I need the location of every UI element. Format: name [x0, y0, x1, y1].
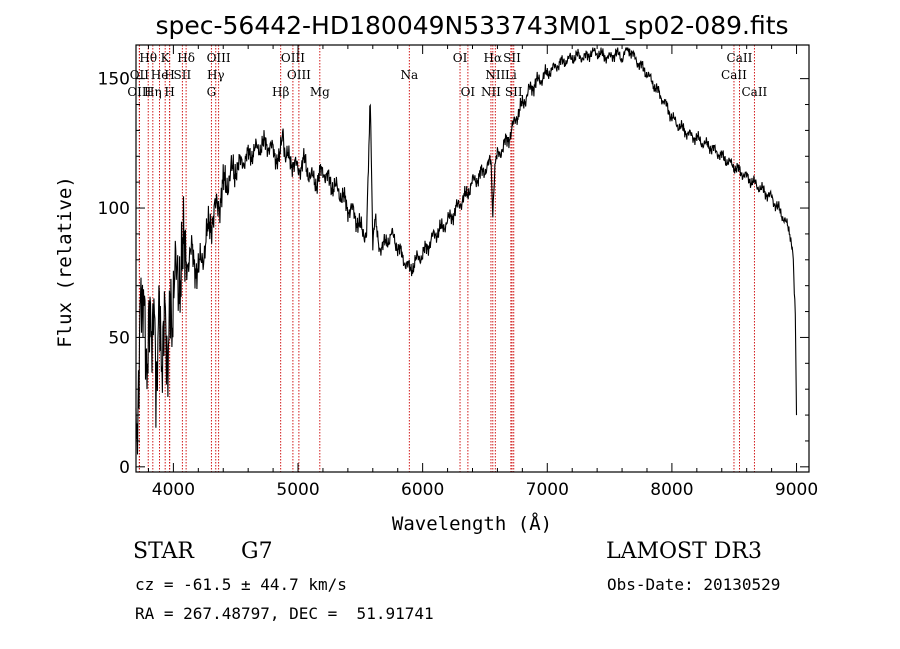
- spectral-line-label: Hα: [484, 51, 503, 65]
- spectral-line-label: CaII: [721, 68, 747, 82]
- spectral-line-label: CaII: [741, 85, 767, 99]
- spectral-line-label: SII: [174, 68, 192, 82]
- spectral-line-label: Hθ: [139, 51, 157, 65]
- y-axis-label: Flux (relative): [54, 176, 76, 348]
- object-class: STAR: [133, 539, 194, 564]
- y-tick-label: 0: [119, 458, 130, 478]
- object-subclass: G7: [241, 539, 273, 564]
- spectral-line-label: OIII: [127, 85, 151, 99]
- spectral-line-label: OIII: [281, 51, 305, 65]
- x-tick-label: 4000: [152, 480, 195, 500]
- y-axis-ticks: 0 50 100 150: [98, 70, 809, 478]
- spectral-line-label: G: [207, 85, 217, 99]
- spectral-line-label: H: [164, 68, 174, 82]
- spectral-line-label: Hδ: [177, 51, 195, 65]
- spectral-line-label: Hγ: [207, 68, 225, 82]
- chart-title: spec-56442-HD180049N533743M01_sp02-089.f…: [155, 11, 788, 40]
- spectral-line-label: OI: [461, 85, 476, 99]
- spectral-line-label: OII: [130, 68, 150, 82]
- spectral-line-markers: [138, 45, 755, 472]
- spectral-line-label: OIII: [287, 68, 311, 82]
- spectral-line-label: SII: [503, 51, 521, 65]
- y-tick-label: 100: [98, 199, 130, 219]
- spectral-line-label: NII: [485, 68, 505, 82]
- x-tick-label: 7000: [526, 480, 569, 500]
- spectral-line-label: Hβ: [272, 85, 289, 99]
- x-tick-label: 8000: [650, 480, 693, 500]
- x-tick-label: 6000: [401, 480, 444, 500]
- spectral-line-label: He: [151, 68, 169, 82]
- survey-name: LAMOST DR3: [606, 539, 762, 564]
- spectral-line-label: OI: [453, 51, 468, 65]
- spectral-line-label: H: [164, 85, 174, 99]
- y-tick-label: 50: [108, 328, 130, 348]
- redshift-velocity: cz = -61.5 ± 44.7 km/s: [135, 575, 347, 594]
- x-axis-label: Wavelength (Å): [392, 512, 552, 535]
- y-tick-label: 150: [98, 70, 130, 90]
- spectral-line-label: Hη: [144, 85, 162, 99]
- spectral-line-label: NII: [481, 85, 501, 99]
- spectral-line-label: CaII: [727, 51, 753, 65]
- x-tick-label: 9000: [775, 480, 818, 500]
- x-tick-label: 5000: [276, 480, 319, 500]
- spectral-line-label: Li: [505, 68, 517, 82]
- spectral-line-label: Mg: [310, 85, 330, 99]
- observation-date: Obs-Date: 20130529: [607, 575, 781, 594]
- spectral-line-label: SII: [505, 85, 523, 99]
- x-axis-ticks: 4000 5000 6000 7000 8000 9000: [147, 45, 818, 500]
- plot-frame: [135, 44, 810, 473]
- spectral-line-label: K: [161, 51, 171, 65]
- spectrum-line: [135, 47, 798, 455]
- spectral-line-label: Na: [400, 68, 418, 82]
- coordinates: RA = 267.48797, DEC = 51.91741: [135, 604, 434, 623]
- spectral-line-label: OIII: [207, 51, 231, 65]
